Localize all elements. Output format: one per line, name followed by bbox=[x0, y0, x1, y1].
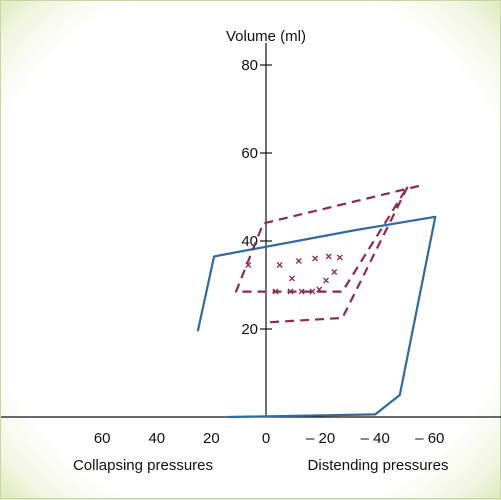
y-tick-label-40: 40 bbox=[241, 233, 258, 250]
cross-marker-2: × bbox=[295, 254, 302, 268]
x-tick-label-6: – 60 bbox=[415, 430, 444, 447]
x-tick-label-2: 20 bbox=[203, 430, 220, 447]
y-axis-title: Volume (ml) bbox=[226, 28, 306, 45]
cross-marker-5: × bbox=[336, 250, 343, 264]
cross-marker-8: × bbox=[316, 282, 323, 296]
solid-loop-line bbox=[196, 215, 437, 419]
cross-marker-11: × bbox=[287, 285, 294, 299]
y-tick-label-20: 20 bbox=[241, 321, 258, 338]
x-tick-label-3: 0 bbox=[262, 430, 270, 447]
y-tick-label-80: 80 bbox=[241, 57, 258, 74]
x-tick-label-0: 60 bbox=[94, 430, 111, 447]
cross-marker-7: × bbox=[323, 274, 330, 288]
cross-marker-9: × bbox=[309, 285, 316, 299]
y-tick-label-60: 60 bbox=[241, 145, 258, 162]
cross-marker-10: × bbox=[298, 285, 305, 299]
x-tick-label-5: – 40 bbox=[361, 430, 390, 447]
cross-marker-1: × bbox=[276, 258, 283, 272]
cross-marker-4: × bbox=[325, 249, 332, 263]
collapsing-pressures-caption: Collapsing pressures bbox=[73, 457, 213, 474]
cross-marker-6: × bbox=[331, 265, 338, 279]
cross-marker-3: × bbox=[312, 252, 319, 266]
cross-marker-0: × bbox=[245, 258, 252, 272]
x-tick-label-1: 40 bbox=[148, 430, 165, 447]
distending-pressures-caption: Distending pressures bbox=[308, 457, 449, 474]
x-tick-label-4: – 20 bbox=[306, 430, 335, 447]
cross-marker-12: × bbox=[272, 285, 279, 299]
cross-marker-13: × bbox=[288, 271, 295, 285]
